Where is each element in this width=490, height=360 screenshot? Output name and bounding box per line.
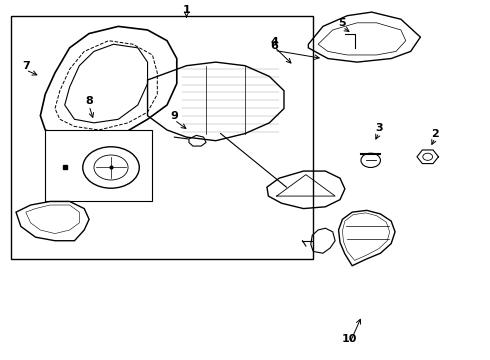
Text: 1: 1	[183, 5, 191, 15]
Text: 8: 8	[85, 96, 93, 107]
Text: 7: 7	[22, 61, 29, 71]
Text: 10: 10	[342, 334, 357, 344]
Text: 6: 6	[270, 41, 278, 51]
Text: 2: 2	[431, 129, 439, 139]
Text: 4: 4	[270, 37, 278, 48]
Text: 3: 3	[375, 123, 383, 133]
Text: 9: 9	[171, 111, 178, 121]
Bar	[45, 130, 152, 202]
Bar	[11, 16, 313, 258]
Text: 5: 5	[339, 18, 346, 28]
